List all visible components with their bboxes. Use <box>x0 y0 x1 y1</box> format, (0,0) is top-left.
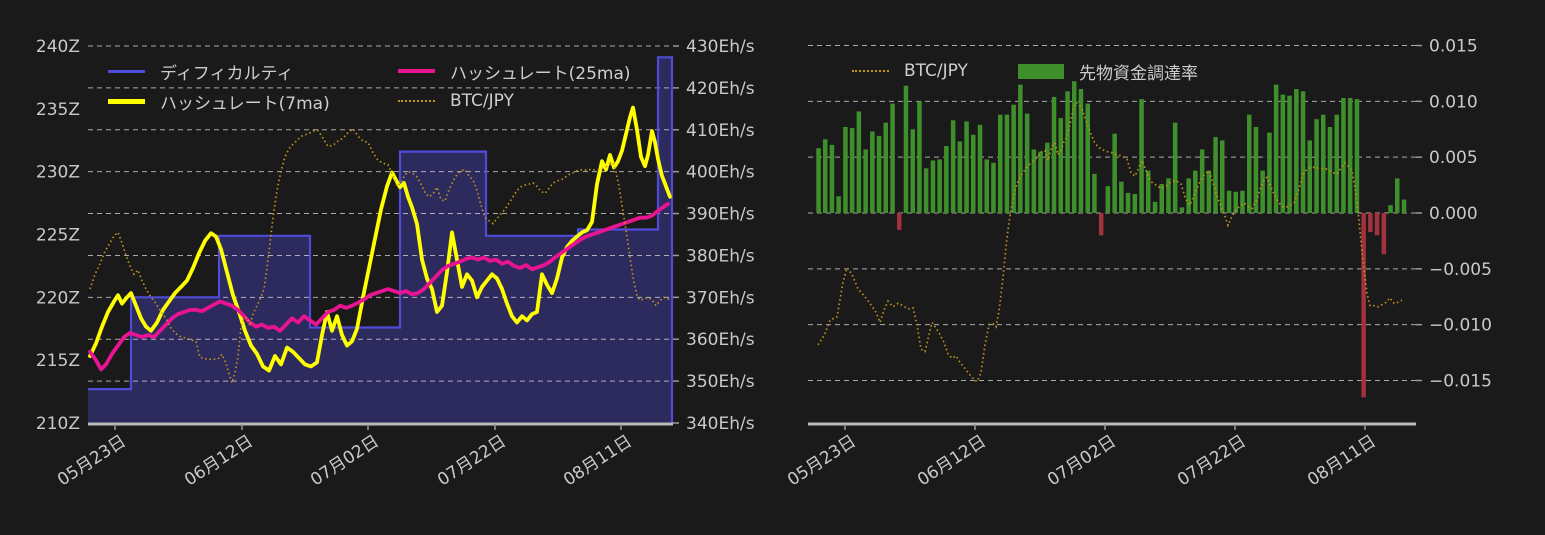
svg-text:240Z: 240Z <box>36 37 80 57</box>
svg-text:230Z: 230Z <box>36 163 80 183</box>
legend-item-btcjpy-left: BTC/JPY <box>398 90 514 112</box>
legend-label: ハッシュレート(25ma) <box>450 63 631 84</box>
svg-text:07月02日: 07月02日 <box>1044 431 1120 490</box>
svg-text:05月23日: 05月23日 <box>784 431 860 490</box>
svg-text:420Eh/s: 420Eh/s <box>686 79 755 99</box>
difficulty-step-line <box>88 56 674 423</box>
svg-text:215Z: 215Z <box>36 351 80 371</box>
hashrate-25ma-line <box>88 201 670 372</box>
btcjpy-dotted-line-swatch-icon <box>398 100 435 102</box>
difficulty-line-swatch-icon <box>108 69 145 73</box>
left-chart-axes: 240Z 235Z 230Z 225Z 220Z 215Z 210Z 430Eh/s 420Eh… <box>36 37 755 434</box>
legend-label: 先物資金調達率 <box>1079 63 1198 84</box>
svg-text:0.015: 0.015 <box>1429 37 1478 57</box>
legend-item-btcjpy-right: BTC/JPY <box>852 60 968 82</box>
svg-text:07月22日: 07月22日 <box>434 431 510 490</box>
hashrate-25ma-line-swatch-icon <box>398 69 435 73</box>
svg-text:400Eh/s: 400Eh/s <box>686 163 755 183</box>
hashrate-7ma-line <box>88 105 672 373</box>
legend-label: BTC/JPY <box>450 91 514 111</box>
svg-text:−0.005: −0.005 <box>1429 260 1492 280</box>
svg-text:430Eh/s: 430Eh/s <box>686 37 755 57</box>
svg-text:410Eh/s: 410Eh/s <box>686 121 755 141</box>
svg-text:07月22日: 07月22日 <box>1174 431 1250 490</box>
svg-text:220Z: 220Z <box>36 288 80 308</box>
svg-text:360Eh/s: 360Eh/s <box>686 330 755 350</box>
svg-text:210Z: 210Z <box>36 414 80 434</box>
legend-item-hashrate-7ma: ハッシュレート(7ma) <box>108 90 330 114</box>
left-chart-gridlines <box>88 45 673 382</box>
svg-text:08月11日: 08月11日 <box>1304 431 1380 490</box>
legend-label: BTC/JPY <box>904 61 968 81</box>
legend-item-funding-rate: 先物資金調達率 <box>1018 60 1198 84</box>
svg-text:350Eh/s: 350Eh/s <box>686 372 755 392</box>
svg-text:06月12日: 06月12日 <box>181 431 257 490</box>
svg-text:380Eh/s: 380Eh/s <box>686 246 755 266</box>
svg-text:0.010: 0.010 <box>1429 92 1478 112</box>
svg-text:−0.015: −0.015 <box>1429 372 1492 392</box>
svg-text:370Eh/s: 370Eh/s <box>686 288 755 308</box>
legend-label: ディフィカルティ <box>160 63 294 84</box>
svg-text:390Eh/s: 390Eh/s <box>686 205 755 225</box>
legend-item-difficulty: ディフィカルティ <box>108 60 294 84</box>
right-chart-x-labels: 05月23日 06月12日 07月02日 07月22日 08月11日 <box>784 424 1380 490</box>
legend-label: ハッシュレート(7ma) <box>160 93 330 114</box>
left-chart-x-labels: 05月23日 06月12日 07月02日 07月22日 08月11日 <box>54 424 636 490</box>
svg-text:05月23日: 05月23日 <box>54 431 130 490</box>
svg-text:06月12日: 06月12日 <box>914 431 990 490</box>
right-chart-axes: 0.015 0.010 0.005 0.000 −0.005 −0.010 −0.015 <box>808 37 1492 426</box>
svg-text:340Eh/s: 340Eh/s <box>686 414 755 434</box>
funding-rate-bars <box>816 81 1407 398</box>
btcjpy-dotted-line-swatch-icon <box>852 70 889 72</box>
svg-text:0.005: 0.005 <box>1429 148 1478 168</box>
svg-text:0.000: 0.000 <box>1429 204 1478 224</box>
hashrate-7ma-line-swatch-icon <box>108 98 145 104</box>
svg-text:225Z: 225Z <box>36 226 80 246</box>
legend-item-hashrate-25ma: ハッシュレート(25ma) <box>398 60 631 84</box>
svg-text:−0.010: −0.010 <box>1429 316 1492 336</box>
svg-text:08月11日: 08月11日 <box>560 431 636 490</box>
svg-text:07月02日: 07月02日 <box>307 431 383 490</box>
svg-text:235Z: 235Z <box>36 100 80 120</box>
funding-rate-bar-swatch-icon <box>1018 63 1064 79</box>
difficulty-area <box>88 57 672 424</box>
